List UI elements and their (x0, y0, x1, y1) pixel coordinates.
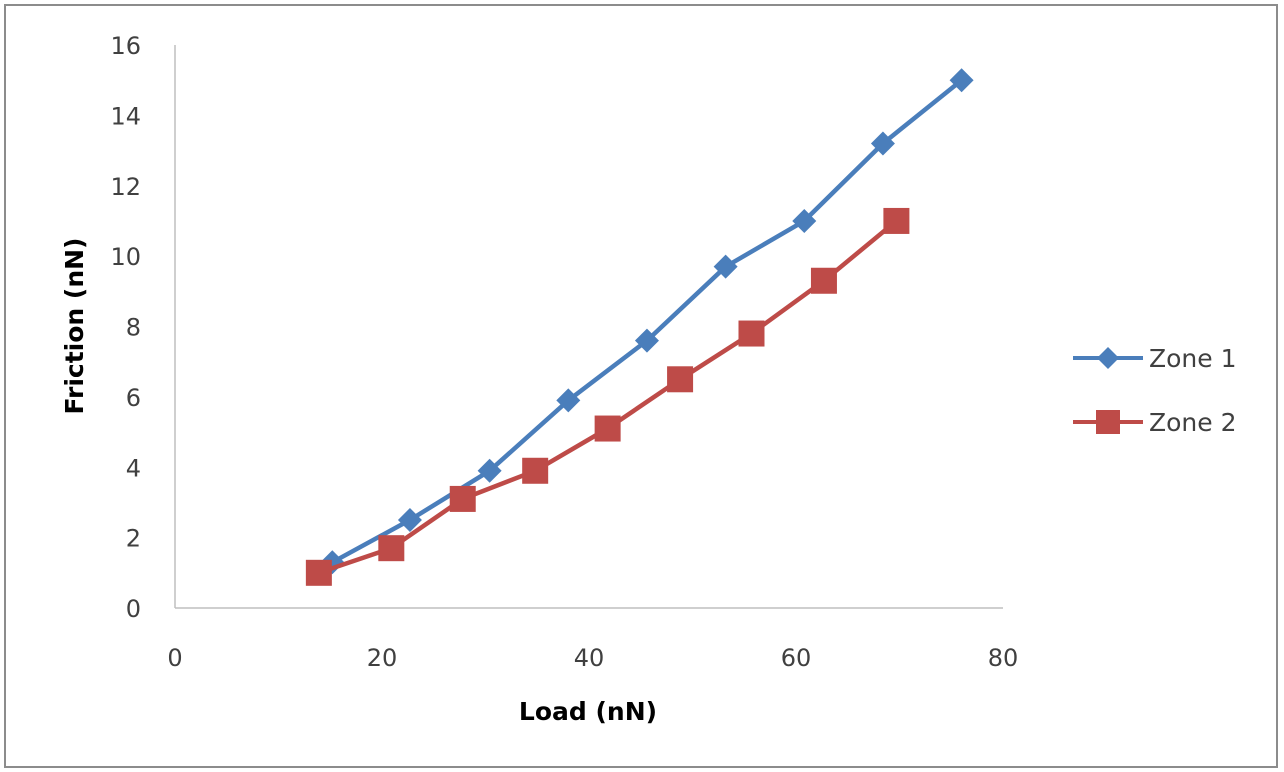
y-tick-label: 10 (110, 243, 141, 271)
x-tick-labels: 0 20 40 60 80 (167, 644, 1018, 672)
data-point (477, 458, 502, 483)
data-point (449, 485, 476, 512)
legend-marker-zone-2 (1096, 410, 1120, 434)
legend-label-zone-1: Zone 1 (1149, 344, 1237, 373)
chart-frame (4, 4, 1278, 768)
data-point (397, 508, 422, 533)
y-tick-labels: 0 2 4 6 8 10 12 14 16 (110, 32, 141, 623)
y-tick-label: 16 (110, 32, 141, 60)
x-tick-label: 20 (367, 644, 398, 672)
data-point (792, 208, 817, 233)
data-point (594, 415, 621, 442)
data-point (810, 267, 837, 294)
axes (174, 45, 1003, 609)
series-1 (320, 68, 974, 575)
data-point (883, 207, 910, 234)
data-point (556, 388, 581, 413)
series-layer (305, 68, 974, 586)
y-tick-label: 6 (126, 384, 141, 412)
x-tick-label: 40 (574, 644, 605, 672)
legend-label-zone-2: Zone 2 (1149, 408, 1237, 437)
x-tick-label: 60 (781, 644, 812, 672)
x-axis-title: Load (nN) (519, 697, 657, 726)
y-tick-label: 0 (126, 595, 141, 623)
y-tick-label: 14 (110, 102, 141, 130)
data-point (949, 68, 974, 93)
data-point (738, 320, 765, 347)
legend-marker-zone-1 (1097, 347, 1119, 369)
series-line-1 (331, 78, 964, 565)
y-tick-label: 8 (126, 314, 141, 342)
legend-item-zone-2: Zone 2 (1073, 408, 1237, 437)
y-tick-label: 2 (126, 525, 141, 553)
data-point (870, 131, 895, 156)
y-tick-label: 4 (126, 454, 141, 482)
data-point (713, 254, 738, 279)
legend: Zone 1 Zone 2 (1073, 344, 1237, 437)
x-tick-label: 80 (988, 644, 1019, 672)
y-axis-title: Friction (nN) (60, 238, 89, 415)
data-point (378, 535, 405, 562)
data-point (634, 328, 659, 353)
data-point (522, 457, 549, 484)
y-tick-label: 12 (110, 173, 141, 201)
data-point (305, 559, 332, 586)
x-tick-label: 0 (167, 644, 182, 672)
series-2 (305, 207, 910, 586)
legend-item-zone-1: Zone 1 (1073, 344, 1237, 373)
data-point (667, 366, 694, 393)
